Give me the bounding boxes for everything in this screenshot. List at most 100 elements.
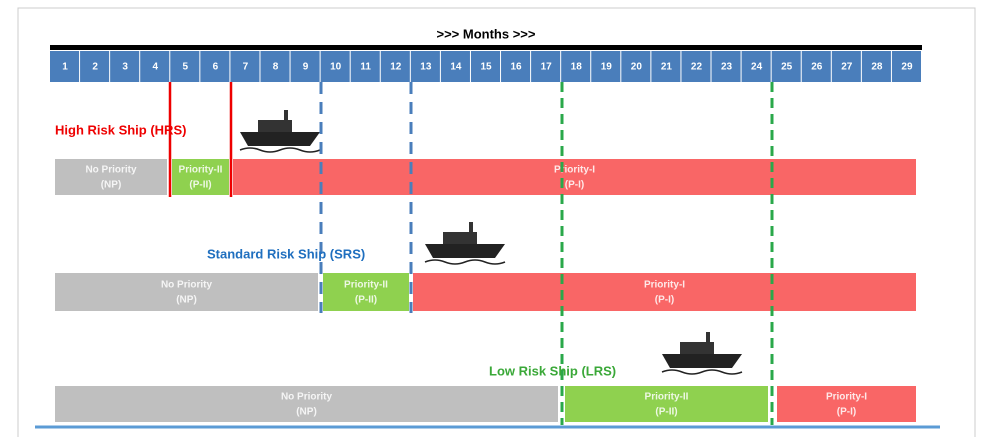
ship-hull xyxy=(662,354,742,368)
row-label: Low Risk Ship (LRS) xyxy=(489,363,616,378)
month-label: 14 xyxy=(450,62,462,73)
bar-name: No Priority xyxy=(85,165,137,176)
month-cell xyxy=(140,51,170,82)
month-cell xyxy=(80,51,110,82)
month-cell xyxy=(380,51,410,82)
priority-bar xyxy=(55,159,167,195)
month-label: 6 xyxy=(213,62,219,73)
month-label: 8 xyxy=(273,62,279,73)
priority-bar xyxy=(323,273,409,311)
ship-icon xyxy=(424,222,506,265)
month-cell xyxy=(621,51,651,82)
month-label: 12 xyxy=(390,62,402,73)
bar-name: Priority-I xyxy=(826,392,867,403)
month-cell xyxy=(350,51,380,82)
ship-cabin xyxy=(443,232,477,244)
bar-code: (NP) xyxy=(176,295,197,306)
priority-bar xyxy=(413,273,916,311)
ship-wave xyxy=(661,369,743,375)
month-cell xyxy=(230,51,260,82)
month-cell xyxy=(170,51,200,82)
bar-name: No Priority xyxy=(281,392,333,403)
month-cell xyxy=(591,51,621,82)
header-rule xyxy=(50,45,922,50)
bar-name: Priority-II xyxy=(645,392,689,403)
month-label: 16 xyxy=(511,62,523,73)
month-label: 4 xyxy=(152,62,158,73)
month-cell xyxy=(110,51,140,82)
ship-wave xyxy=(239,147,321,153)
month-label: 5 xyxy=(183,62,189,73)
month-label: 3 xyxy=(122,62,128,73)
month-label: 1 xyxy=(62,62,68,73)
month-cell xyxy=(410,51,440,82)
month-cell xyxy=(831,51,861,82)
month-cell xyxy=(531,51,561,82)
bar-name: Priority-II xyxy=(179,165,223,176)
ship-mast xyxy=(706,332,710,344)
ship-cabin xyxy=(680,342,714,354)
bar-name: Priority-II xyxy=(344,280,388,291)
month-label: 23 xyxy=(721,62,733,73)
row-label: High Risk Ship (HRS) xyxy=(55,122,186,137)
month-label: 17 xyxy=(541,62,553,73)
bar-name: No Priority xyxy=(161,280,213,291)
priority-bar xyxy=(172,159,229,195)
month-label: 15 xyxy=(480,62,492,73)
month-cell xyxy=(501,51,531,82)
ship-icon xyxy=(239,110,321,153)
bar-code: (P-II) xyxy=(355,295,377,306)
month-label: 19 xyxy=(601,62,613,73)
bar-name: Priority-I xyxy=(644,280,685,291)
priority-bar xyxy=(55,273,318,311)
ship-wave xyxy=(424,259,506,265)
ship-hull xyxy=(425,244,505,258)
ship-mast xyxy=(469,222,473,234)
month-cell xyxy=(711,51,741,82)
ship-mast xyxy=(284,110,288,122)
month-label: 26 xyxy=(811,62,823,73)
bar-code: (P-I) xyxy=(565,180,584,191)
priority-bar xyxy=(777,386,916,422)
month-cell xyxy=(440,51,470,82)
month-label: 11 xyxy=(360,62,371,73)
month-cell xyxy=(771,51,801,82)
ship-hull xyxy=(240,132,320,146)
bar-code: (NP) xyxy=(296,407,317,418)
month-cell xyxy=(801,51,831,82)
month-cell xyxy=(741,51,771,82)
frame xyxy=(17,7,976,442)
ship-cabin xyxy=(258,120,292,132)
month-label: 21 xyxy=(661,62,673,73)
month-label: 22 xyxy=(691,62,703,73)
month-label: 13 xyxy=(420,62,432,73)
priority-bar xyxy=(233,159,916,195)
month-cell xyxy=(861,51,891,82)
month-label: 24 xyxy=(751,62,763,73)
bar-code: (P-I) xyxy=(655,295,674,306)
month-label: 29 xyxy=(901,62,913,73)
month-label: 27 xyxy=(841,62,853,73)
month-cell xyxy=(200,51,230,82)
month-cell xyxy=(561,51,591,82)
row-label: Standard Risk Ship (SRS) xyxy=(207,246,365,261)
month-cell xyxy=(290,51,320,82)
month-label: 9 xyxy=(303,62,309,73)
month-cell xyxy=(470,51,501,82)
priority-bar xyxy=(55,386,558,422)
month-cell xyxy=(260,51,290,82)
month-cell xyxy=(651,51,681,82)
month-label: 2 xyxy=(92,62,98,73)
month-label: 25 xyxy=(781,62,793,73)
month-label: 18 xyxy=(571,62,583,73)
month-cell xyxy=(320,51,350,82)
bar-code: (NP) xyxy=(101,180,122,191)
month-label: 10 xyxy=(330,62,342,73)
ship-icon xyxy=(661,332,743,375)
month-label: 7 xyxy=(243,62,249,73)
bar-code: (P-II) xyxy=(189,180,211,191)
month-cell xyxy=(681,51,711,82)
month-cell xyxy=(891,51,921,82)
bar-name: Priority-I xyxy=(554,165,595,176)
